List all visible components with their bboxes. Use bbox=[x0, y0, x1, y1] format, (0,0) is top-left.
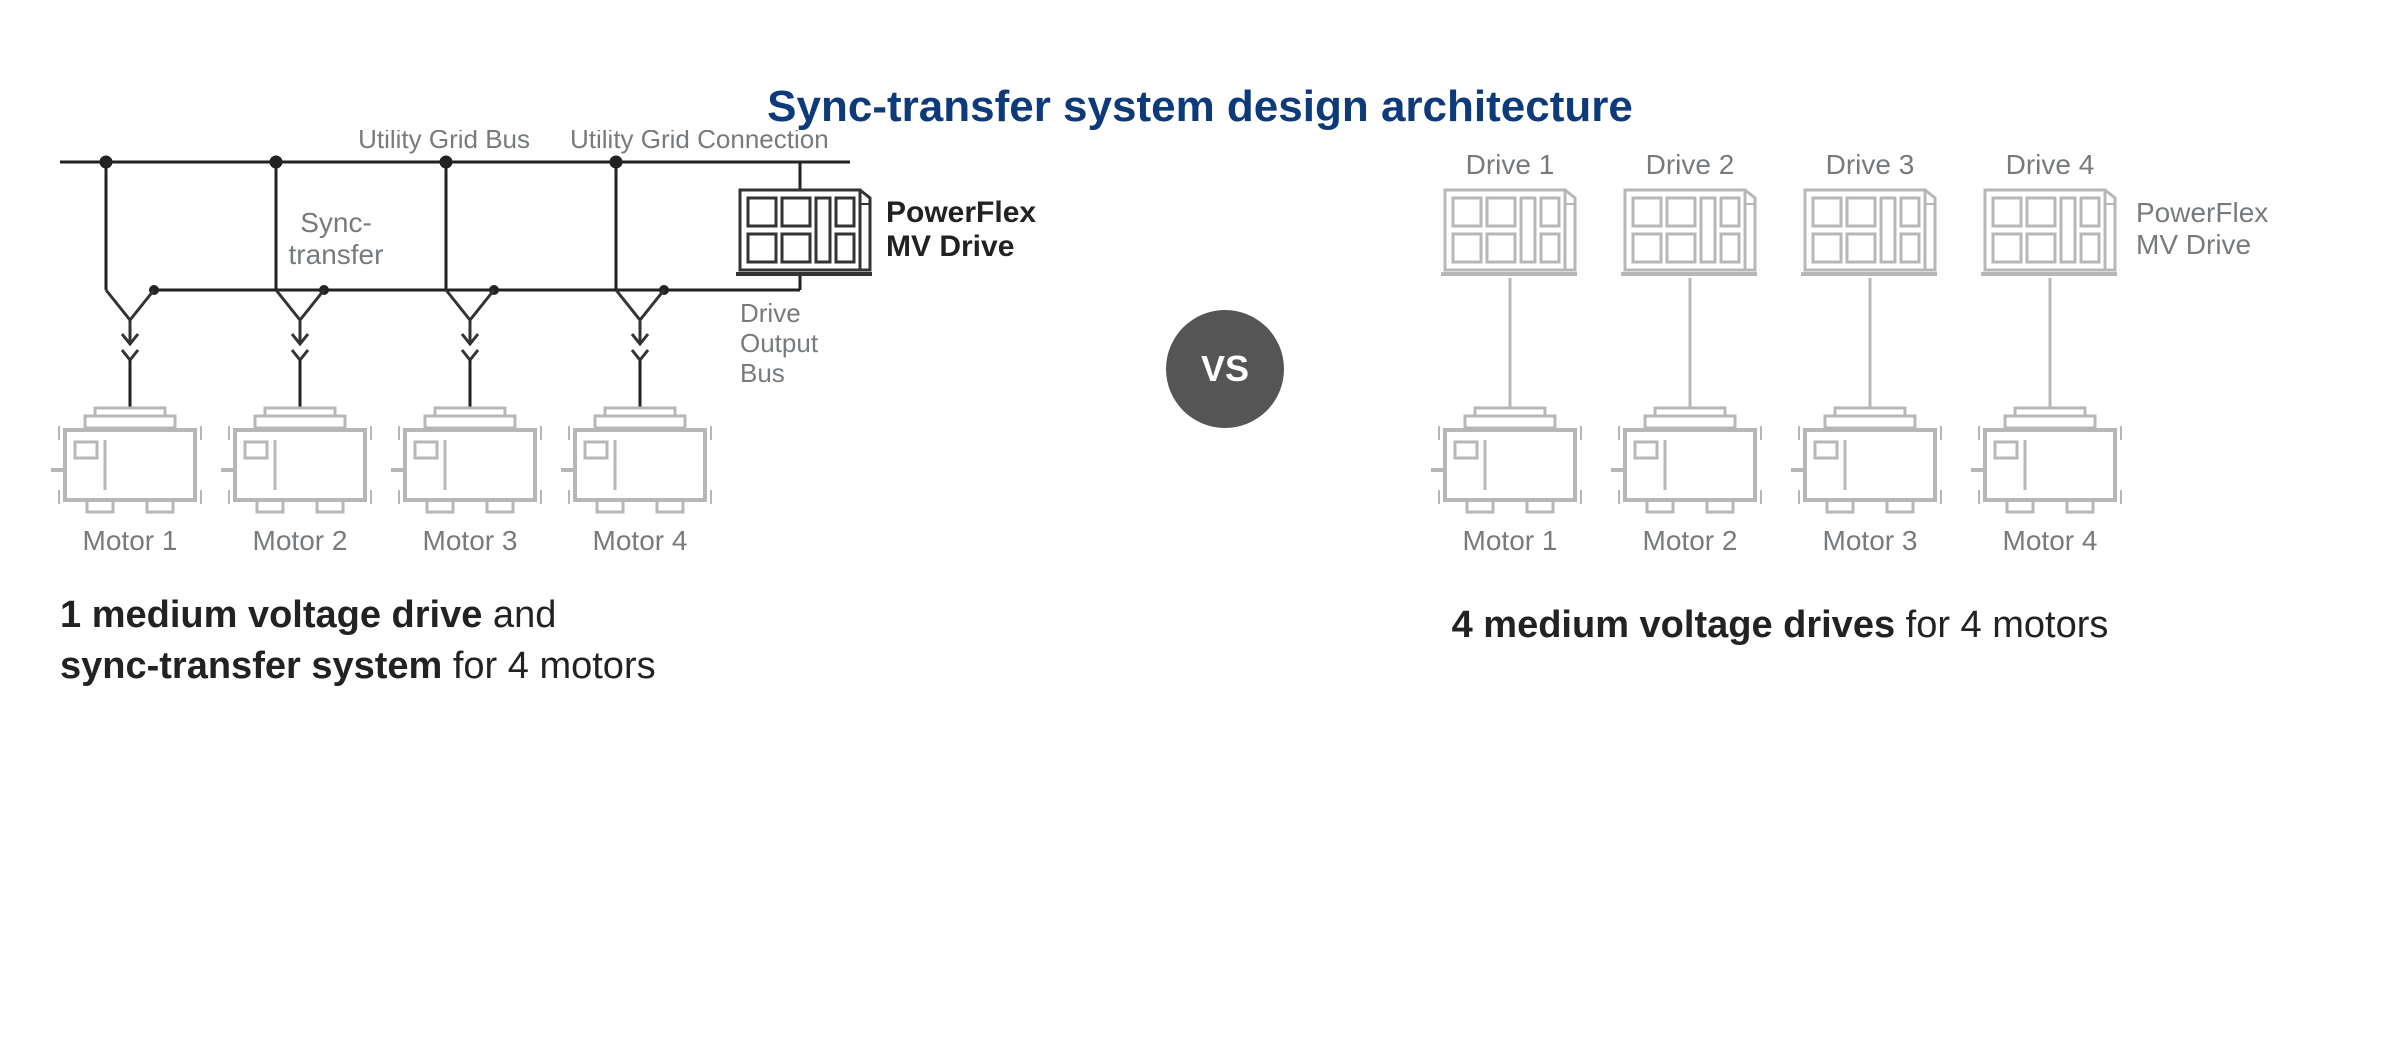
powerflex-label-1: PowerFlex bbox=[886, 196, 1036, 229]
motor-icon bbox=[1971, 408, 2121, 512]
motor-label: Motor 2 bbox=[1643, 525, 1738, 556]
y-switch-icon bbox=[446, 290, 494, 360]
drive-output-bus-1: Drive bbox=[740, 298, 801, 328]
drive-icon bbox=[1981, 190, 2117, 276]
drive-icon bbox=[1801, 190, 1937, 276]
motor-icon bbox=[391, 408, 541, 512]
y-switch-icon bbox=[276, 290, 324, 360]
diagram-title: Sync-transfer system design architecture bbox=[0, 82, 2400, 132]
y-switch-icon bbox=[616, 290, 664, 360]
drive-output-bus-2: Output bbox=[740, 328, 819, 358]
sync-transfer-label-1: Sync- bbox=[300, 207, 372, 238]
left-caption: 1 medium voltage drive and sync-transfer… bbox=[60, 590, 800, 693]
motor-icon bbox=[1791, 408, 1941, 512]
motor-icon bbox=[51, 408, 201, 512]
vs-badge: VS bbox=[1166, 310, 1284, 428]
drive-label: Drive 1 bbox=[1466, 150, 1555, 180]
motor-label: Motor 3 bbox=[1823, 525, 1918, 556]
powerflex-drive-icon bbox=[736, 190, 872, 276]
motor-label: Motor 4 bbox=[2003, 525, 2098, 556]
sync-transfer-label-2: transfer bbox=[289, 239, 384, 270]
drive-icon bbox=[1621, 190, 1757, 276]
y-switch-icon bbox=[106, 290, 154, 360]
drive-label: Drive 2 bbox=[1646, 150, 1735, 180]
utility-grid-bus-label: Utility Grid Bus bbox=[358, 130, 530, 154]
utility-grid-connection-label: Utility Grid Connection bbox=[570, 130, 829, 154]
motor-icon bbox=[1431, 408, 1581, 512]
motor-label: Motor 3 bbox=[423, 525, 518, 556]
motor-label: Motor 1 bbox=[83, 525, 178, 556]
drive-label: Drive 4 bbox=[2006, 150, 2095, 180]
motor-icon bbox=[221, 408, 371, 512]
motor-label: Motor 4 bbox=[593, 525, 688, 556]
powerflex-right-2: MV Drive bbox=[2136, 229, 2251, 260]
drive-label: Drive 3 bbox=[1826, 150, 1915, 180]
right-caption: 4 medium voltage drives for 4 motors bbox=[1400, 600, 2160, 651]
powerflex-label-2: MV Drive bbox=[886, 230, 1014, 263]
drive-icon bbox=[1441, 190, 1577, 276]
motor-icon bbox=[561, 408, 711, 512]
motor-label: Motor 2 bbox=[253, 525, 348, 556]
motor-label: Motor 1 bbox=[1463, 525, 1558, 556]
drive-output-bus-3: Bus bbox=[740, 358, 785, 388]
powerflex-right-1: PowerFlex bbox=[2136, 197, 2268, 228]
motor-icon bbox=[1611, 408, 1761, 512]
